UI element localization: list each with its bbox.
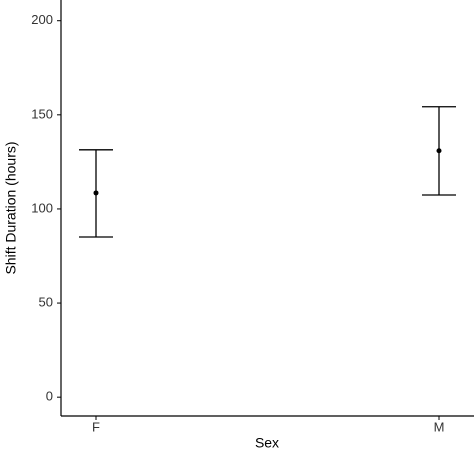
y-tick-label: 150 xyxy=(31,106,53,121)
mean-point xyxy=(436,148,442,154)
y-axis-title: Shift Duration (hours) xyxy=(3,141,19,274)
x-axis-title: Sex xyxy=(255,435,279,451)
y-tick-label: 200 xyxy=(31,12,53,27)
x-tick-label: F xyxy=(92,419,100,434)
x-tick-label: M xyxy=(434,419,445,434)
y-tick-label: 0 xyxy=(46,389,53,404)
y-tick-label: 50 xyxy=(39,294,53,309)
mean-point xyxy=(93,190,99,196)
y-tick-label: 100 xyxy=(31,200,53,215)
